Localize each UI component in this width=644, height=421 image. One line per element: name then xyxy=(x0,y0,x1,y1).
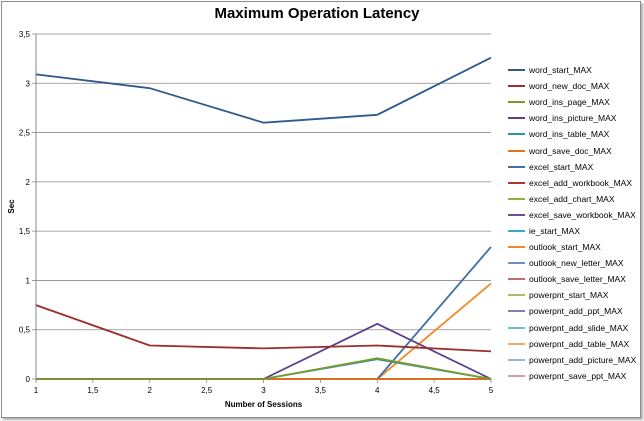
legend-label: word_ins_picture_MAX xyxy=(529,113,617,124)
legend-item: powerpnt_start_MAX xyxy=(508,287,638,303)
legend-item: excel_add_workbook_MAX xyxy=(508,175,638,191)
legend-swatch xyxy=(508,278,525,281)
legend-item: excel_start_MAX xyxy=(508,159,638,175)
x-tick-label: 3,5 xyxy=(315,386,327,395)
x-axis-title: Number of Sessions xyxy=(225,400,303,409)
series-line-word_ins_table_MAX xyxy=(36,358,492,380)
x-tick-label: 4 xyxy=(375,386,380,395)
legend-swatch xyxy=(508,101,525,104)
legend-label: powerpnt_save_ppt_MAX xyxy=(529,370,627,381)
series-line-word_new_doc_MAX xyxy=(35,304,492,353)
x-tick-label: 1 xyxy=(34,386,39,395)
legend-label: powerpnt_start_MAX xyxy=(529,290,609,301)
legend-label: outlook_save_letter_MAX xyxy=(529,274,626,285)
y-axis-title: Sec xyxy=(7,199,16,214)
x-tick-label: 4,5 xyxy=(429,386,441,395)
legend-label: powerpnt_add_slide_MAX xyxy=(529,322,629,333)
legend-swatch xyxy=(508,246,525,249)
y-tick-label: 3 xyxy=(26,79,31,88)
legend-swatch xyxy=(508,262,525,265)
series-line-word_start_MAX xyxy=(35,56,492,124)
legend-swatch xyxy=(508,358,525,361)
legend-item: powerpnt_add_slide_MAX xyxy=(508,320,638,336)
legend-label: excel_add_workbook_MAX xyxy=(529,177,633,188)
series-line-word_ins_picture_MAX xyxy=(36,322,492,380)
legend-item: word_start_MAX xyxy=(508,62,638,78)
legend-swatch xyxy=(508,229,525,232)
legend-item: ie_start_MAX xyxy=(508,223,638,239)
y-tick-label: 0 xyxy=(26,375,31,384)
legend-swatch xyxy=(508,117,525,120)
legend-item: powerpnt_save_ppt_MAX xyxy=(508,368,638,384)
legend-label: outlook_start_MAX xyxy=(529,242,601,253)
y-tick-label: 2 xyxy=(26,178,31,187)
y-tick-label: 0,5 xyxy=(19,326,31,335)
legend-item: word_ins_table_MAX xyxy=(508,126,638,142)
legend-swatch xyxy=(508,326,525,329)
legend-swatch xyxy=(508,149,525,152)
series-line-word_ins_page_MAX xyxy=(36,357,492,380)
legend-label: powerpnt_add_picture_MAX xyxy=(529,354,637,365)
legend-swatch xyxy=(508,213,525,216)
legend-swatch xyxy=(508,197,525,200)
legend-swatch xyxy=(508,165,525,168)
legend-item: outlook_save_letter_MAX xyxy=(508,271,638,287)
x-tick-label: 2 xyxy=(148,386,153,395)
y-tick-label: 1,5 xyxy=(19,227,31,236)
legend-label: word_new_doc_MAX xyxy=(529,81,610,92)
legend-swatch xyxy=(508,374,525,377)
legend-item: word_ins_page_MAX xyxy=(508,94,638,110)
legend-label: word_save_doc_MAX xyxy=(529,145,612,156)
legend-label: outlook_new_letter_MAX xyxy=(529,258,624,269)
legend-item: powerpnt_add_table_MAX xyxy=(508,336,638,352)
legend-label: word_ins_page_MAX xyxy=(529,97,610,108)
legend-label: powerpnt_add_table_MAX xyxy=(529,338,630,349)
chart-title: Maximum Operation Latency xyxy=(214,5,420,22)
legend-item: word_new_doc_MAX xyxy=(508,78,638,94)
legend-label: word_start_MAX xyxy=(529,65,592,76)
legend-item: powerpnt_add_picture_MAX xyxy=(508,352,638,368)
y-tick-label: 1 xyxy=(26,276,31,285)
legend-item: outlook_start_MAX xyxy=(508,239,638,255)
legend-label: ie_start_MAX xyxy=(529,225,581,236)
legend-swatch xyxy=(508,133,525,136)
legend-item: outlook_new_letter_MAX xyxy=(508,255,638,271)
legend-swatch xyxy=(508,181,525,184)
legend: word_start_MAX word_new_doc_MAX word_ins_p… xyxy=(508,62,638,384)
legend-item: powerpnt_add_ppt_MAX xyxy=(508,303,638,319)
x-tick-label: 5 xyxy=(489,386,494,395)
x-tick-label: 2,5 xyxy=(201,386,213,395)
series-lines xyxy=(35,56,492,380)
y-tick-labels: 0 0,5 1 1,5 2 2,5 3 3,5 xyxy=(19,30,31,384)
legend-swatch xyxy=(508,69,525,72)
legend-label: word_ins_table_MAX xyxy=(529,129,610,140)
legend-item: word_ins_picture_MAX xyxy=(508,110,638,126)
legend-label: excel_add_chart_MAX xyxy=(529,193,615,204)
x-tick-labels: 1 1,5 2 2,5 3 3,5 4 4,5 5 xyxy=(34,386,494,395)
legend-label: excel_save_workbook_MAX xyxy=(529,209,636,220)
gridlines xyxy=(32,33,492,383)
legend-item: excel_save_workbook_MAX xyxy=(508,207,638,223)
legend-label: powerpnt_add_ppt_MAX xyxy=(529,306,623,317)
legend-swatch xyxy=(508,310,525,313)
legend-item: excel_add_chart_MAX xyxy=(508,191,638,207)
x-tick-label: 3 xyxy=(261,386,266,395)
legend-label: excel_start_MAX xyxy=(529,161,594,172)
y-tick-label: 3,5 xyxy=(19,30,31,39)
y-tick-label: 2,5 xyxy=(19,129,31,138)
legend-item: word_save_doc_MAX xyxy=(508,142,638,158)
series-line-excel_start_MAX xyxy=(376,246,492,380)
legend-swatch xyxy=(508,85,525,88)
x-tick-label: 1,5 xyxy=(87,386,99,395)
legend-swatch xyxy=(508,342,525,345)
legend-swatch xyxy=(508,294,525,297)
